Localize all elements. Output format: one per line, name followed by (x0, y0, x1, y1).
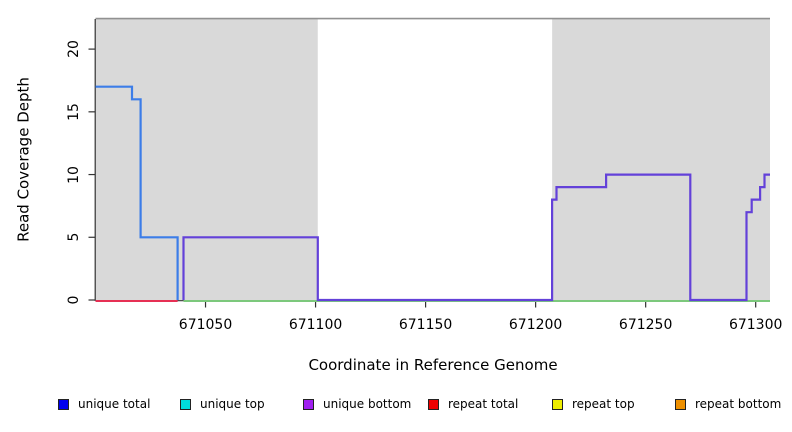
y-tick-label: 10 (66, 165, 82, 184)
y-tick-label: 5 (66, 232, 82, 242)
x-tick-label: 671150 (398, 317, 453, 333)
shaded-region (95, 19, 318, 300)
x-tick-label: 671200 (508, 317, 563, 333)
x-axis-title: Coordinate in Reference Genome (308, 356, 558, 374)
x-tick-label: 671100 (288, 317, 343, 333)
y-axis-title: Read Coverage Depth (14, 77, 33, 242)
x-tick-label: 671300 (728, 317, 783, 333)
x-tick-label: 671050 (178, 317, 233, 333)
x-tick-label: 671250 (618, 317, 673, 333)
y-tick-label: 0 (66, 295, 82, 305)
y-tick-label: 15 (66, 102, 82, 121)
series-unique-bottom-purple (182, 173, 770, 302)
y-tick-label: 20 (66, 40, 82, 59)
series-unique-total-blue (95, 85, 179, 300)
shaded-region (552, 19, 770, 300)
